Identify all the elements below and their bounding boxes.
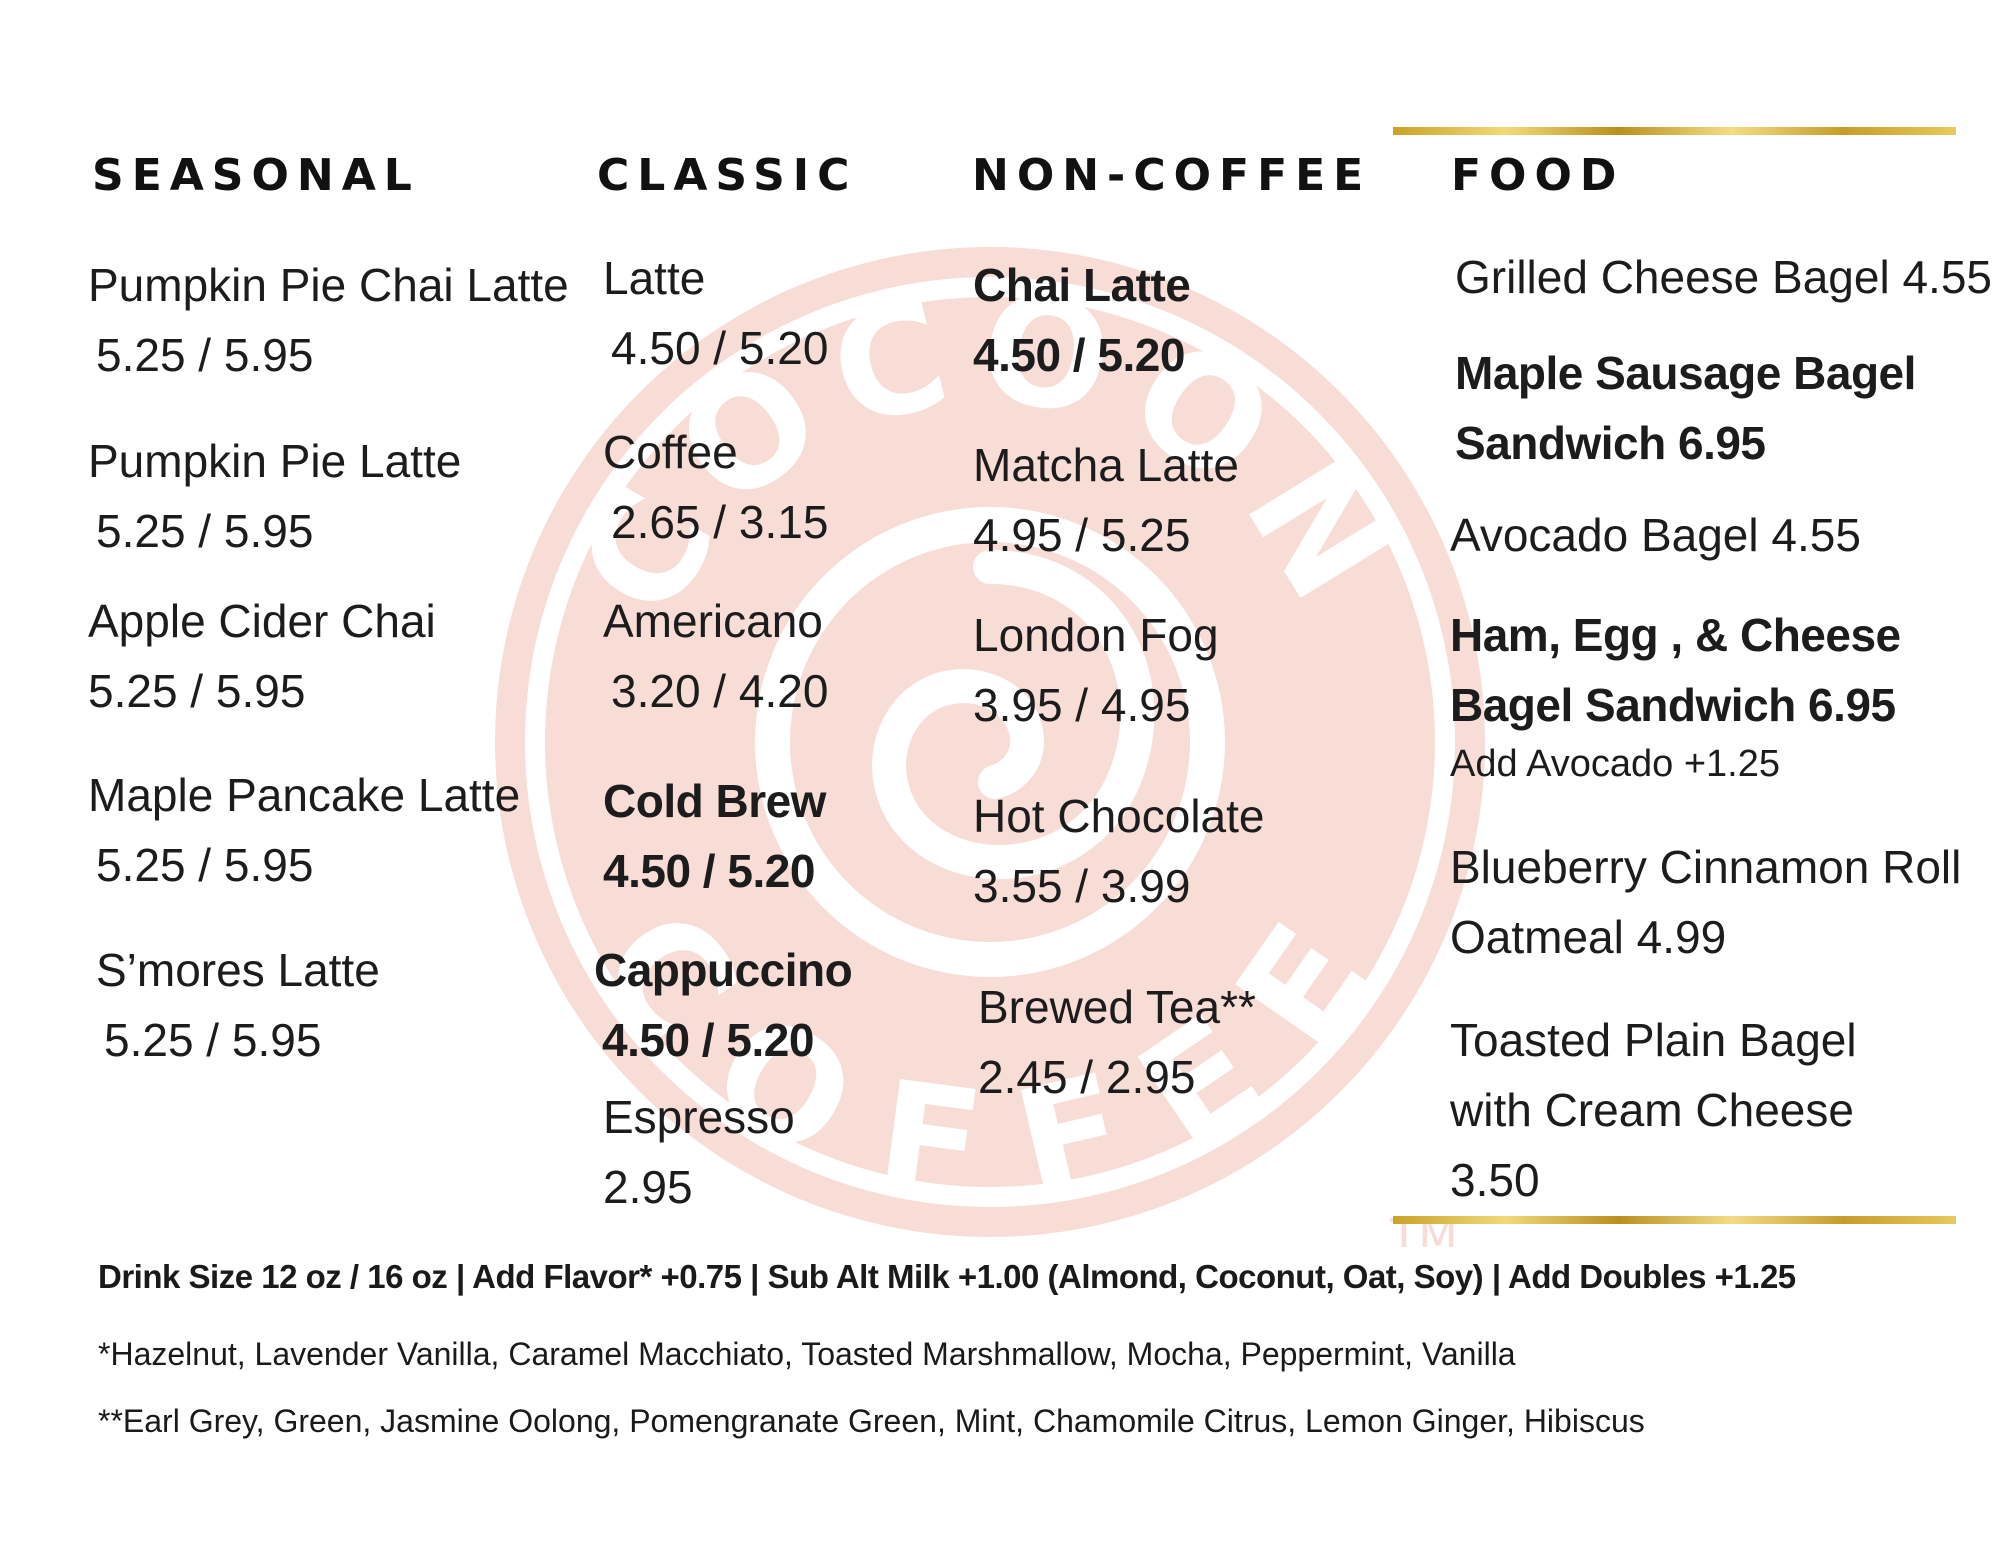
item-name: Espresso (603, 1091, 795, 1143)
item-price: 4.95 / 5.25 (973, 509, 1191, 561)
item-name: Pumpkin Pie Chai Latte (88, 259, 569, 311)
tea-options-note: **Earl Grey, Green, Jasmine Oolong, Pome… (98, 1403, 1645, 1439)
item-name: Latte (603, 252, 706, 304)
gold-divider-top (1393, 127, 1956, 135)
item-price: 2.45 / 2.95 (978, 1051, 1196, 1103)
item-name: Chai Latte (973, 259, 1191, 311)
menu-item-pumpkin-pie-latte: Pumpkin Pie Latte 5.25 / 5.95 (88, 426, 461, 566)
menu-item-americano: Americano 3.20 / 4.20 (603, 586, 828, 726)
item-name: Americano (603, 595, 823, 647)
item-price: 5.25 / 5.95 (96, 505, 314, 557)
item-price: 5.25 / 5.95 (96, 329, 314, 381)
food-item-blueberry-cinnamon-roll-oatmeal: Blueberry Cinnamon Roll Oatmeal 4.99 (1450, 832, 1961, 972)
heading-non-coffee: NON-COFFEE (972, 150, 1372, 201)
item-name: Hot Chocolate (973, 790, 1265, 842)
menu-item-london-fog: London Fog 3.95 / 4.95 (973, 600, 1219, 740)
item-name: Cappuccino (594, 944, 853, 996)
menu-item-coffee: Coffee 2.65 / 3.15 (603, 417, 828, 557)
item-name: Matcha Latte (973, 439, 1239, 491)
item-price: 3.55 / 3.99 (973, 860, 1191, 912)
menu-item-espresso: Espresso 2.95 (603, 1082, 795, 1222)
item-price: 4.50 / 5.20 (603, 845, 815, 897)
menu-item-hot-chocolate: Hot Chocolate 3.55 / 3.99 (973, 781, 1265, 921)
drink-size-and-addons-note: Drink Size 12 oz / 16 oz | Add Flavor* +… (98, 1258, 1796, 1295)
item-name: Cold Brew (603, 775, 826, 827)
item-name: Apple Cider Chai (88, 595, 436, 647)
item-line: Avocado Bagel 4.55 (1450, 509, 1861, 561)
item-name: Brewed Tea** (978, 981, 1256, 1033)
item-name: Pumpkin Pie Latte (88, 435, 462, 487)
cocoon-coffee-watermark-logo: COCOON COFFEE TM (495, 247, 1485, 1247)
heading-seasonal: SEASONAL (92, 150, 420, 201)
menu-item-chai-latte: Chai Latte 4.50 / 5.20 (973, 250, 1191, 390)
menu-item-apple-cider-chai: Apple Cider Chai 5.25 / 5.95 (88, 586, 436, 726)
food-addon-avocado: Add Avocado +1.25 (1450, 743, 1780, 785)
menu-item-brewed-tea: Brewed Tea** 2.45 / 2.95 (978, 972, 1256, 1112)
item-name: Maple Pancake Latte (88, 769, 521, 821)
item-price: 3.20 / 4.20 (611, 665, 829, 717)
menu-item-smores-latte: S’mores Latte 5.25 / 5.95 (96, 935, 380, 1075)
item-price: 2.95 (603, 1161, 693, 1213)
item-line: Grilled Cheese Bagel 4.55 (1455, 251, 1992, 303)
menu-item-pumpkin-pie-chai-latte: Pumpkin Pie Chai Latte 5.25 / 5.95 (88, 250, 569, 390)
food-item-grilled-cheese-bagel: Grilled Cheese Bagel 4.55 (1455, 242, 1992, 312)
item-price: 5.25 / 5.95 (104, 1014, 322, 1066)
food-item-maple-sausage-bagel-sandwich: Maple Sausage Bagel Sandwich 6.95 (1455, 338, 1916, 478)
item-name: London Fog (973, 609, 1219, 661)
item-price: 5.25 / 5.95 (88, 665, 306, 717)
item-line: 3.50 (1450, 1154, 1540, 1206)
item-price: 4.50 / 5.20 (611, 322, 829, 374)
item-line: Ham, Egg , & Cheese (1450, 609, 1901, 661)
flavor-options-note: *Hazelnut, Lavender Vanilla, Caramel Mac… (98, 1336, 1516, 1372)
menu-item-cold-brew: Cold Brew 4.50 / 5.20 (603, 766, 826, 906)
item-line: Oatmeal 4.99 (1450, 911, 1727, 963)
watermark-tm: TM (1389, 1209, 1458, 1247)
item-price: 4.50 / 5.20 (602, 1014, 814, 1066)
menu-item-latte: Latte 4.50 / 5.20 (603, 243, 828, 383)
heading-food: FOOD (1451, 150, 1625, 201)
menu-item-maple-pancake-latte: Maple Pancake Latte 5.25 / 5.95 (88, 760, 520, 900)
item-line: Bagel Sandwich 6.95 (1450, 679, 1896, 731)
item-price: 4.50 / 5.20 (973, 329, 1185, 381)
food-item-avocado-bagel: Avocado Bagel 4.55 (1450, 500, 1861, 570)
item-price: 5.25 / 5.95 (96, 839, 314, 891)
menu-item-cappuccino: Cappuccino 4.50 / 5.20 (594, 935, 853, 1075)
heading-classic: CLASSIC (597, 150, 858, 201)
gold-divider-bottom (1393, 1216, 1956, 1224)
item-name: Coffee (603, 426, 738, 478)
food-item-toasted-plain-bagel: Toasted Plain Bagel with Cream Cheese 3.… (1450, 1005, 1857, 1215)
item-name: S’mores Latte (96, 944, 380, 996)
item-line: with Cream Cheese (1450, 1084, 1854, 1136)
food-item-ham-egg-cheese-bagel-sandwich: Ham, Egg , & Cheese Bagel Sandwich 6.95 (1450, 600, 1901, 740)
item-line: Sandwich 6.95 (1455, 417, 1766, 469)
item-line: Maple Sausage Bagel (1455, 347, 1916, 399)
item-price: 2.65 / 3.15 (611, 496, 829, 548)
item-price: 3.95 / 4.95 (973, 679, 1191, 731)
item-line: Blueberry Cinnamon Roll (1450, 841, 1962, 893)
item-line: Toasted Plain Bagel (1450, 1014, 1857, 1066)
menu-item-matcha-latte: Matcha Latte 4.95 / 5.25 (973, 430, 1239, 570)
